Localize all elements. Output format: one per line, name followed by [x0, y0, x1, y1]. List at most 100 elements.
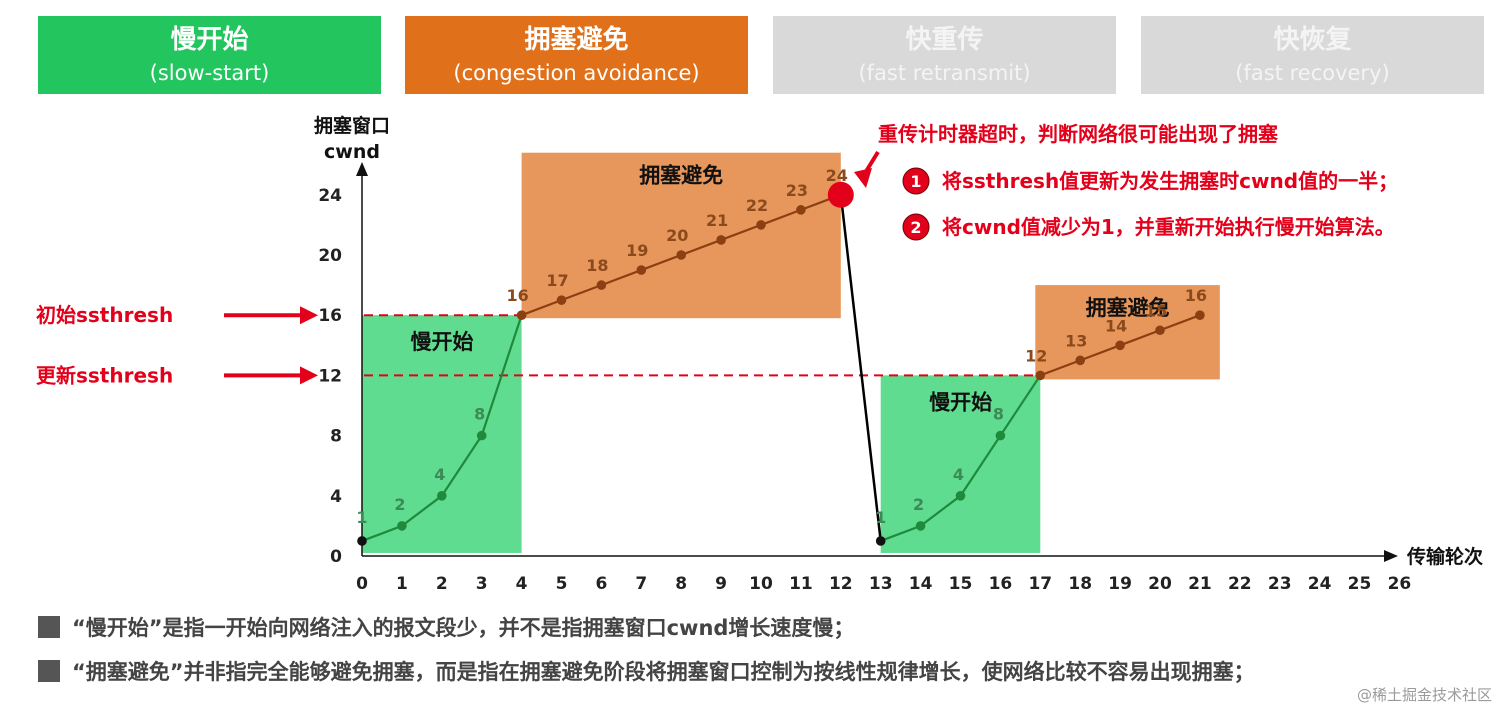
region-label: 拥塞避免 [639, 164, 723, 188]
region-slow [362, 315, 522, 553]
data-label: 18 [586, 256, 608, 275]
region-label: 慢开始 [929, 390, 992, 414]
data-label: 2 [913, 495, 924, 514]
x-tick-label: 16 [989, 574, 1013, 594]
note-text: “拥塞避免”并非指完全能够避免拥塞，而是指在拥塞避免阶段将拥塞窗口控制为按线性规… [72, 660, 1255, 684]
header-tab-subtitle: (slow-start) [150, 61, 270, 85]
step-number: 2 [910, 218, 921, 237]
y-tick-label: 24 [318, 186, 342, 206]
data-point [875, 536, 886, 546]
x-tick-label: 12 [829, 574, 853, 594]
x-tick-label: 11 [789, 574, 813, 594]
bullet-square-icon [38, 616, 60, 638]
data-point [1155, 325, 1165, 336]
data-point [1075, 355, 1085, 366]
timeout-annotation: 重传计时器超时，判断网络很可能出现了拥塞 1 将ssthresh值更新为发生拥塞时c… [827, 122, 1398, 241]
data-label: 17 [546, 271, 568, 290]
x-tick-label: 3 [476, 574, 488, 594]
timeout-title: 重传计时器超时，判断网络很可能出现了拥塞 [878, 122, 1279, 146]
x-tick-label: 6 [595, 574, 607, 594]
data-point [995, 430, 1006, 441]
x-tick-label: 0 [356, 574, 368, 594]
data-point [955, 491, 966, 501]
x-tick-label: 14 [909, 574, 933, 594]
y-axis-arrow-icon [356, 162, 368, 176]
arrow-head-icon [300, 306, 318, 325]
y-axis-title: 拥塞窗口 [314, 114, 390, 137]
x-tick-label: 4 [516, 574, 528, 594]
data-label: 16 [1185, 286, 1207, 305]
note-text: “慢开始”是指一开始向网络注入的报文段少，并不是指拥塞窗口cwnd增长速度慢； [72, 616, 854, 640]
data-label: 1 [356, 508, 367, 527]
region-slow [880, 375, 1041, 553]
data-label: 2 [394, 495, 405, 514]
data-point [397, 521, 407, 531]
header-tab-0 [38, 16, 381, 94]
y-axis-title-sub: cwnd [324, 141, 380, 163]
step-number: 1 [910, 172, 921, 191]
x-tick-label: 22 [1228, 574, 1252, 594]
x-tick-label: 7 [635, 574, 647, 594]
y-tick-label: 0 [330, 547, 342, 567]
data-label: 1 [875, 508, 886, 527]
timeout-point [827, 181, 854, 208]
data-label: 19 [626, 241, 648, 260]
header-tab-3 [1141, 16, 1484, 94]
x-axis-arrow-icon [1384, 550, 1398, 562]
header-tab-subtitle: (congestion avoidance) [453, 61, 699, 85]
data-point [596, 280, 607, 290]
x-tick-label: 23 [1268, 574, 1292, 594]
header-tab-2 [773, 16, 1116, 94]
step-number-badge [902, 167, 930, 195]
data-point [915, 521, 926, 531]
header-tab-title: 快恢复 [1273, 25, 1352, 55]
data-point [756, 220, 766, 230]
y-tick-label: 8 [330, 427, 342, 447]
data-point [676, 250, 686, 260]
header-tab-title: 拥塞避免 [524, 24, 628, 55]
data-label: 23 [786, 181, 808, 200]
data-point [516, 310, 527, 321]
x-tick-label: 17 [1028, 574, 1052, 594]
header-tab-1 [405, 16, 748, 94]
data-label: 8 [474, 405, 485, 424]
y-tick-label: 12 [318, 366, 342, 386]
data-point [1035, 370, 1046, 381]
data-point [357, 536, 367, 546]
data-label: 15 [1145, 301, 1167, 320]
x-tick-label: 13 [869, 574, 893, 594]
data-point [636, 265, 647, 275]
header-tab-title: 慢开始 [170, 25, 248, 55]
data-label: 4 [953, 465, 964, 484]
x-axis-title: 传输轮次 [1406, 545, 1483, 568]
x-tick-label: 26 [1388, 574, 1412, 594]
header-tab-subtitle: (fast recovery) [1235, 61, 1389, 85]
threshold-lines: 初始ssthresh 更新ssthresh [36, 303, 1041, 387]
bullet-square-icon [38, 660, 60, 682]
data-point [437, 491, 447, 501]
region-label: 慢开始 [411, 330, 474, 354]
x-tick-label: 2 [436, 574, 448, 594]
x-tick-label: 1 [396, 574, 408, 594]
x-tick-label: 24 [1308, 574, 1332, 594]
data-point [1195, 310, 1205, 321]
data-label: 8 [993, 405, 1004, 424]
x-tick-label: 9 [715, 574, 727, 594]
data-label: 12 [1025, 346, 1047, 365]
data-point [476, 430, 487, 441]
data-label: 14 [1105, 316, 1127, 335]
data-label: 22 [746, 196, 768, 215]
x-tick-label: 18 [1068, 574, 1092, 594]
series-line-drop [839, 194, 882, 542]
y-tick-label: 16 [318, 306, 342, 326]
data-point [796, 205, 806, 215]
notes: “慢开始”是指一开始向网络注入的报文段少，并不是指拥塞窗口cwnd增长速度慢； “… [38, 616, 1492, 704]
arrow-head-icon [300, 366, 318, 385]
data-points [357, 190, 1205, 546]
data-point [1115, 340, 1125, 351]
header-tab-subtitle: (fast retransmit) [858, 61, 1030, 85]
